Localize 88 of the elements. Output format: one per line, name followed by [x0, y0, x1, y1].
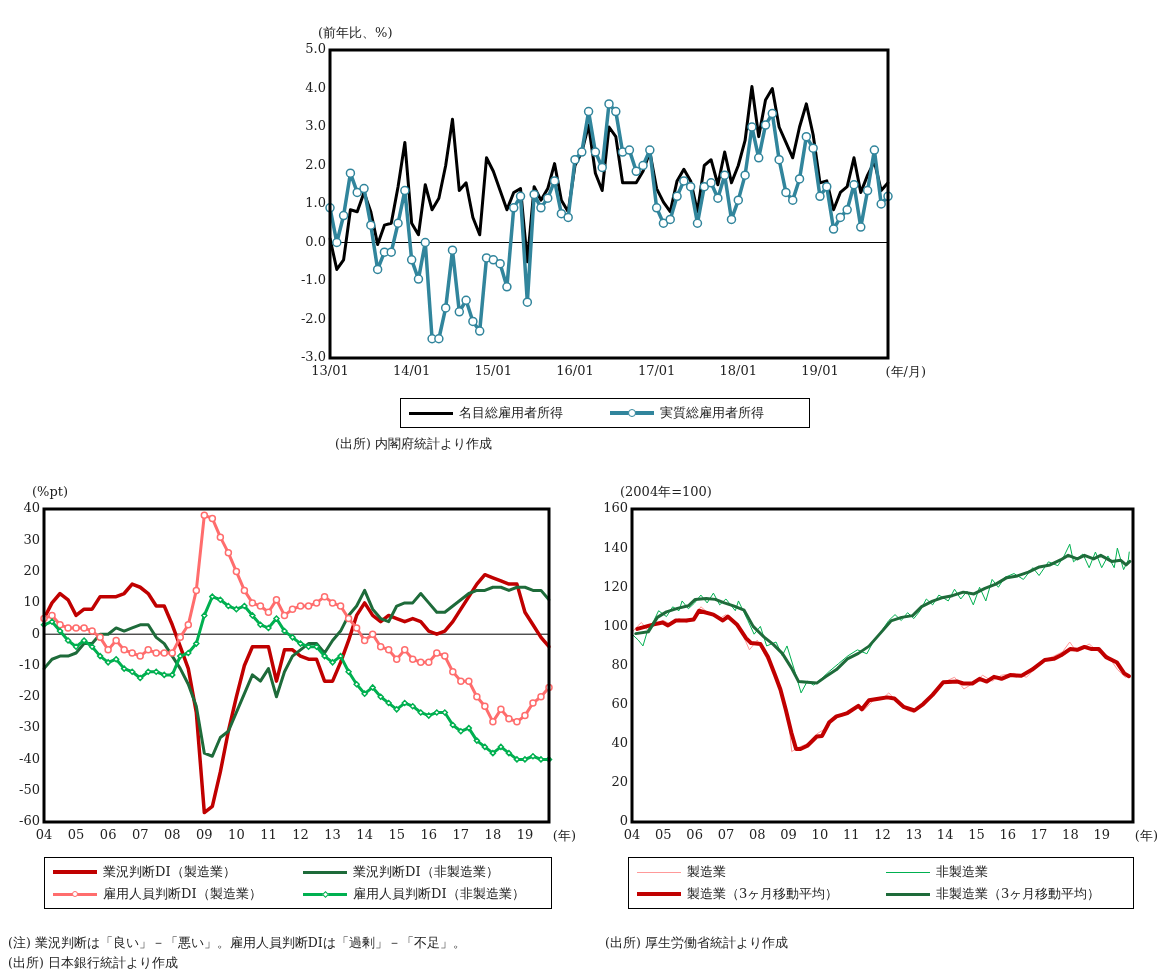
y-tick-label: -10	[19, 656, 40, 672]
x-tick-label: 19	[1093, 827, 1110, 843]
legend-label: 名目総雇用者所得	[459, 404, 563, 422]
y-tick-label: 60	[611, 696, 628, 711]
x-tick-label: 13	[905, 827, 923, 843]
x-tick-label: 11	[260, 827, 277, 843]
legend-label: 製造業	[687, 863, 726, 881]
y-tick-label: 2.0	[305, 156, 326, 172]
y-tick-label: 20	[23, 562, 40, 578]
x-tick-label: 09	[196, 827, 213, 843]
x-tick-label: 14	[936, 827, 954, 843]
x-tick-label: 06	[686, 827, 703, 843]
x-tick-label: 07	[131, 827, 149, 843]
y-tick-label: 40	[611, 735, 628, 751]
y-tick-label: 80	[611, 656, 628, 672]
y-tick-label: -2.0	[300, 310, 326, 326]
x-tick-label: 04	[623, 827, 641, 843]
x-tick-label: 19	[516, 827, 534, 843]
legend-label: 業況判断DI（非製造業）	[353, 863, 499, 881]
y-tick-label: -50	[19, 782, 40, 798]
x-tick-label: 17/01	[637, 363, 676, 379]
legend-label: 非製造業（3ヶ月移動平均）	[936, 885, 1101, 903]
x-tick-label: 16/01	[556, 363, 594, 379]
y-axis-title: (2004年=100)	[620, 483, 712, 499]
x-tick-label: 08	[163, 827, 181, 843]
x-tick-label: 07	[717, 827, 735, 843]
legend-label: 非製造業	[936, 863, 988, 881]
y-tick-label: 10	[23, 594, 40, 610]
x-tick-label: 12	[874, 827, 891, 843]
x-tick-label: 17	[1030, 827, 1048, 843]
y-tick-label: 20	[611, 774, 628, 790]
text: (注) 業況判断は「良い」－「悪い」。雇用人員判断DIは「過剰」－「不足」。	[8, 934, 466, 952]
x-tick-label: 15	[968, 827, 985, 843]
legend-label: 製造業（3ヶ月移動平均）	[687, 885, 839, 903]
x-tick-label: 15	[388, 827, 405, 843]
y-tick-label: 100	[603, 617, 628, 633]
x-tick-label: 12	[292, 827, 309, 843]
y-tick-label: 30	[23, 531, 40, 547]
x-tick-label: 05	[655, 827, 672, 843]
text: (出所) 厚生労働省統計より作成	[605, 934, 788, 952]
y-tick-label: 4.0	[305, 79, 326, 95]
legend-label: 雇用人員判断DI（非製造業）	[353, 885, 525, 903]
y-tick-label: 0	[619, 813, 628, 829]
x-tick-label: 18	[484, 827, 502, 843]
y-tick-label: 3.0	[305, 118, 326, 134]
y-tick-label: 5.0	[305, 41, 326, 57]
text: (出所) 日本銀行統計より作成	[8, 954, 179, 972]
x-tick-label: 10	[811, 827, 829, 843]
x-tick-label: 17	[452, 827, 470, 843]
y-tick-label: -20	[19, 688, 40, 704]
y-tick-label: -30	[19, 719, 40, 735]
legend-label: 業況判断DI（製造業）	[103, 863, 236, 881]
x-tick-label: 14	[356, 827, 373, 843]
legend-label: 雇用人員判断DI（製造業）	[103, 885, 262, 903]
x-tick-label: 18	[1062, 827, 1079, 843]
x-tick-label: 11	[842, 827, 860, 843]
y-tick-label: 160	[603, 500, 628, 516]
x-tick-label: 16	[420, 827, 438, 843]
y-axis-title: (前年比、%)	[318, 24, 393, 40]
y-tick-label: -3.0	[300, 349, 326, 365]
x-axis-title: (年)	[1134, 827, 1158, 843]
x-tick-label: 13	[324, 827, 341, 843]
x-tick-label: 09	[780, 827, 797, 843]
y-tick-label: -40	[19, 750, 40, 766]
x-tick-label: 06	[99, 827, 117, 843]
x-tick-label: 14/01	[392, 363, 431, 379]
legend-label: 実質総雇用者所得	[660, 404, 764, 422]
x-tick-label: 08	[748, 827, 766, 843]
x-tick-label: 10	[228, 827, 245, 843]
y-tick-label: 120	[603, 578, 628, 594]
x-tick-label: 04	[35, 827, 53, 843]
y-axis-title: (%pt)	[32, 483, 69, 499]
y-tick-label: 40	[23, 500, 40, 516]
y-tick-label: 1.0	[305, 195, 326, 211]
x-tick-label: 16	[999, 827, 1017, 843]
x-tick-label: 15/01	[474, 363, 513, 379]
y-tick-label: 0.0	[305, 233, 326, 249]
x-axis-title: (年)	[552, 827, 576, 843]
x-axis-title: (年/月)	[885, 363, 926, 379]
x-tick-label: 19/01	[801, 363, 839, 379]
x-tick-label: 18/01	[719, 363, 758, 379]
y-tick-label: -1.0	[300, 272, 326, 288]
text: (出所) 内閣府統計より作成	[335, 435, 492, 453]
x-tick-label: 13/01	[311, 363, 349, 379]
x-tick-label: 05	[67, 827, 85, 843]
y-tick-label: -60	[19, 813, 40, 829]
y-tick-label: 140	[603, 539, 628, 555]
y-tick-label: 0	[31, 625, 40, 641]
